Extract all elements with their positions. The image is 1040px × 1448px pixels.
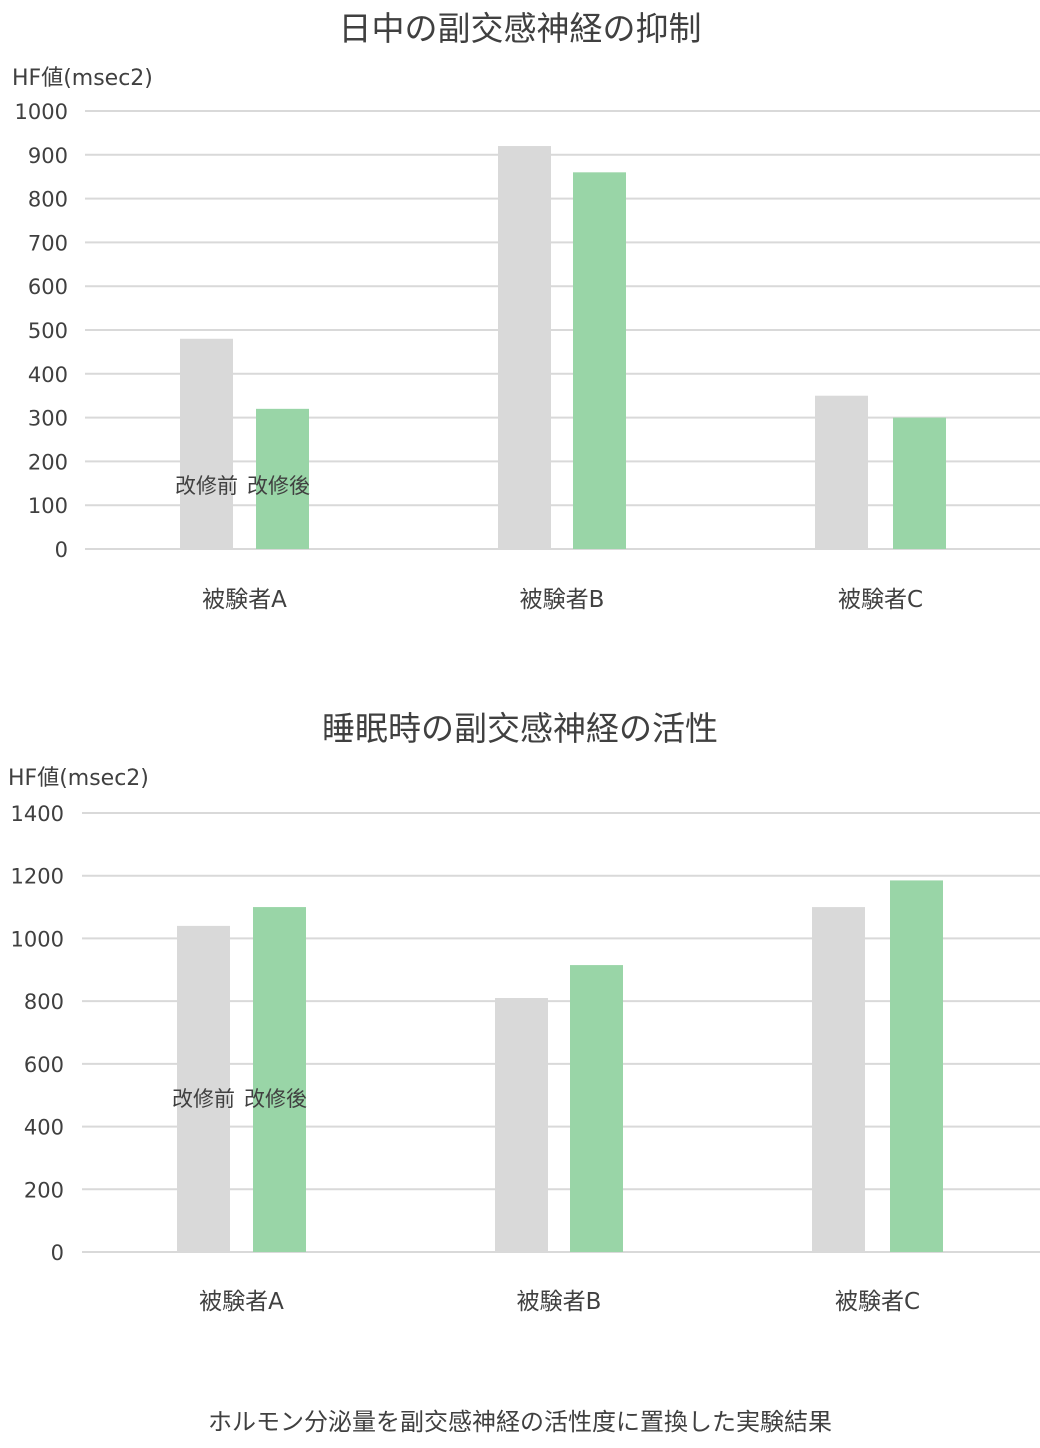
y-tick-label: 0 <box>51 1241 64 1265</box>
series-label: 改修前 <box>172 1087 235 1111</box>
y-tick-label: 100 <box>28 494 68 518</box>
bar-before <box>495 998 548 1252</box>
y-tick-label: 1000 <box>11 927 64 951</box>
figure-caption: ホルモン分泌量を副交感神経の活性度に置換した実験結果 <box>208 1408 832 1436</box>
chart-plot-area: 0 100 200 300 400 500 600 700 800 900 1000 被験者A 被験者B… <box>15 100 1040 613</box>
y-tick-label: 1200 <box>11 865 64 889</box>
bar-after <box>570 965 623 1252</box>
bar-before <box>815 395 868 549</box>
chart-title: 睡眠時の副交感神経の活性 <box>322 709 718 748</box>
y-tick-label: 700 <box>28 231 68 255</box>
y-tick-label: 200 <box>28 450 68 474</box>
bar-after <box>256 408 309 549</box>
y-tick-label: 400 <box>24 1116 64 1140</box>
series-label: 改修後 <box>247 474 310 498</box>
y-tick-label: 800 <box>28 188 68 212</box>
y-tick-label: 0 <box>55 538 68 562</box>
y-tick-label: 1000 <box>15 100 68 124</box>
bar-before <box>180 338 233 549</box>
chart-title: 日中の副交感神経の抑制 <box>338 9 702 48</box>
bar-before <box>812 907 865 1252</box>
x-category-label: 被験者C <box>838 587 923 613</box>
bar-before <box>177 925 230 1252</box>
y-tick-label: 200 <box>24 1178 64 1202</box>
y-tick-label: 500 <box>28 319 68 343</box>
y-axis-label: HF値(msec2) <box>12 66 153 91</box>
y-tick-label: 600 <box>28 275 68 299</box>
x-category-label: 被験者B <box>517 1289 602 1315</box>
bar-after <box>253 907 306 1252</box>
y-tick-label: 600 <box>24 1053 64 1077</box>
series-label: 改修後 <box>244 1087 307 1111</box>
series-label: 改修前 <box>175 474 238 498</box>
y-axis-label: HF値(msec2) <box>8 766 149 791</box>
x-category-label: 被験者C <box>835 1289 920 1315</box>
bar-before <box>498 146 551 550</box>
x-category-label: 被験者A <box>199 1289 284 1315</box>
x-category-label: 被験者A <box>202 587 287 613</box>
x-category-label: 被験者B <box>520 587 605 613</box>
chart-plot-area: 0 200 400 600 800 1000 1200 1400 被験者A 被験者B 被験者C 改修前… <box>11 802 1040 1315</box>
y-tick-label: 900 <box>28 144 68 168</box>
y-tick-label: 400 <box>28 363 68 387</box>
bar-after <box>893 417 946 549</box>
bar-after <box>573 172 626 549</box>
y-tick-label: 800 <box>24 990 64 1014</box>
y-tick-label: 300 <box>28 407 68 431</box>
y-tick-label: 1400 <box>11 802 64 826</box>
bar-after <box>890 880 943 1252</box>
